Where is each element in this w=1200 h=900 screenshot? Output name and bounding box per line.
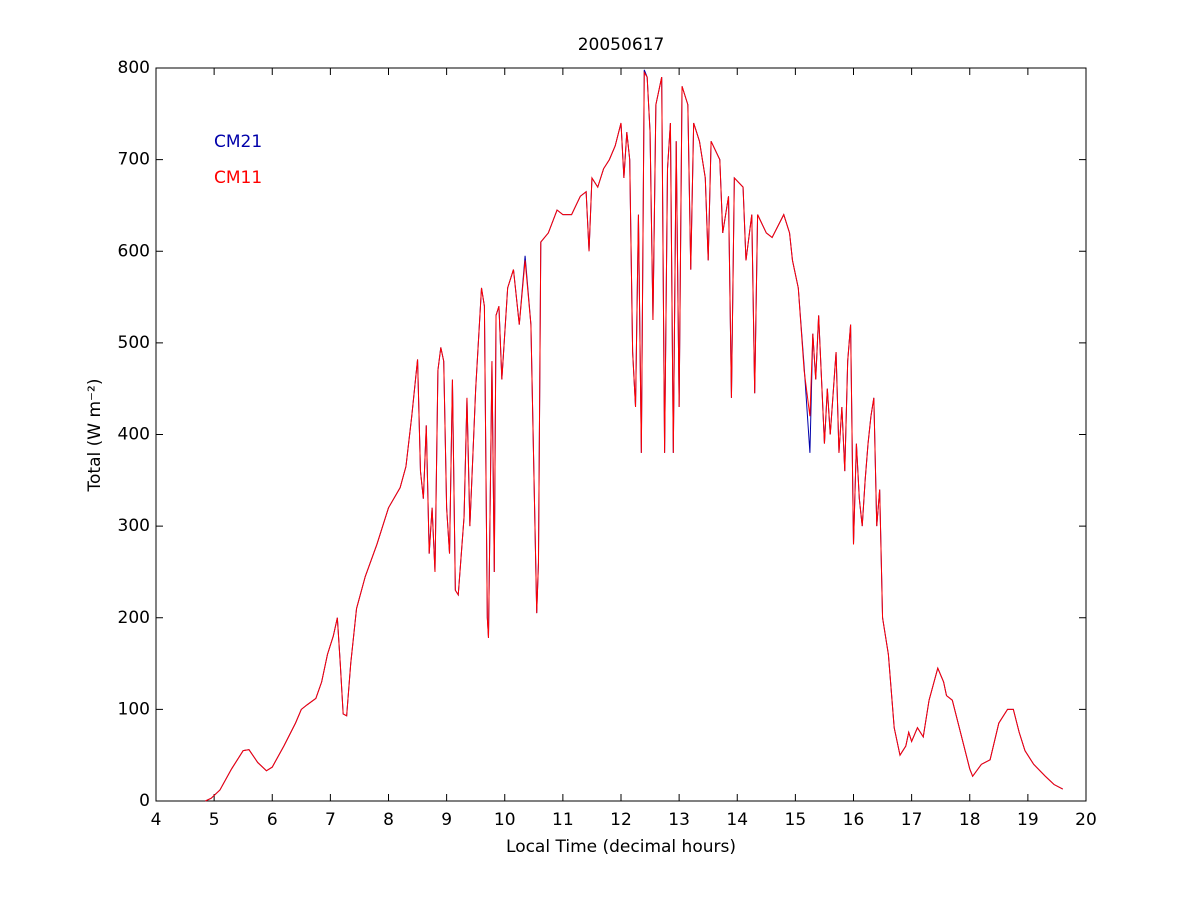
series-line — [205, 70, 1063, 802]
y-tick-label: 0 — [139, 791, 150, 811]
y-tick-label: 200 — [118, 608, 150, 628]
x-tick-label: 17 — [901, 810, 923, 830]
y-tick-label: 400 — [118, 425, 150, 445]
x-tick-label: 13 — [668, 810, 690, 830]
x-tick-label: 11 — [552, 810, 574, 830]
x-tick-label: 7 — [325, 810, 336, 830]
x-tick-label: 18 — [959, 810, 981, 830]
x-tick-label: 8 — [383, 810, 394, 830]
x-tick-label: 6 — [267, 810, 278, 830]
y-tick-label: 700 — [118, 150, 150, 170]
y-tick-label: 300 — [118, 516, 150, 536]
x-tick-label: 9 — [441, 810, 452, 830]
x-tick-label: 4 — [151, 810, 162, 830]
chart-title: 20050617 — [578, 35, 665, 55]
x-tick-label: 14 — [726, 810, 748, 830]
y-tick-label: 500 — [118, 333, 150, 353]
x-axis-label: Local Time (decimal hours) — [506, 837, 736, 857]
legend-entry: CM21 — [214, 132, 262, 152]
x-tick-label: 5 — [209, 810, 220, 830]
legend-entry: CM11 — [214, 168, 262, 188]
x-tick-label: 10 — [494, 810, 516, 830]
x-tick-label: 19 — [1017, 810, 1039, 830]
y-tick-label: 600 — [118, 241, 150, 261]
y-axis-label: Total (W m⁻²) — [85, 379, 105, 493]
x-tick-label: 20 — [1075, 810, 1097, 830]
y-tick-label: 100 — [118, 699, 150, 719]
x-tick-label: 16 — [843, 810, 865, 830]
x-tick-label: 15 — [785, 810, 807, 830]
x-tick-label: 12 — [610, 810, 632, 830]
y-tick-label: 800 — [118, 58, 150, 78]
